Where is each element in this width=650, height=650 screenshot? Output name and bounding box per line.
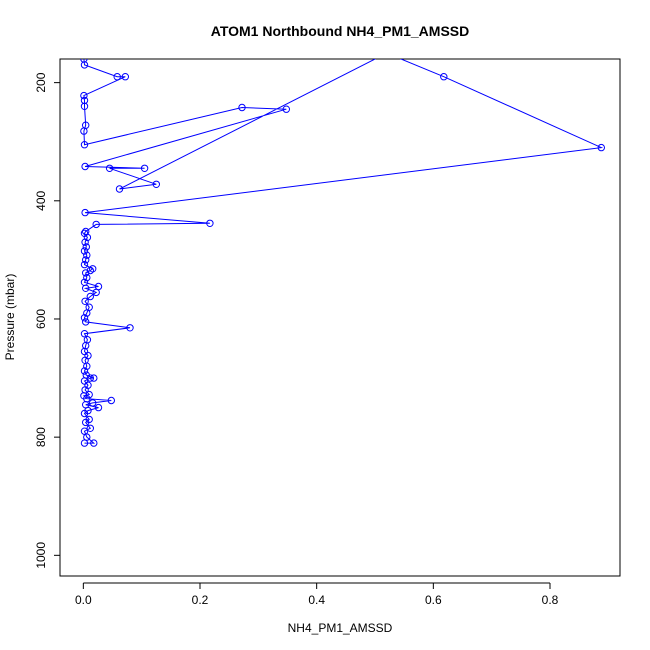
x-tick-label: 0.4 xyxy=(308,593,325,607)
data-point xyxy=(82,227,90,236)
data-point xyxy=(238,103,246,112)
data-point xyxy=(80,91,88,100)
series-line xyxy=(82,59,604,444)
data-point xyxy=(90,439,98,447)
data-point xyxy=(80,278,89,286)
data-point xyxy=(82,318,90,326)
data-point xyxy=(80,96,89,105)
data-point xyxy=(80,141,89,149)
series-group xyxy=(80,50,605,447)
data-point xyxy=(82,243,91,251)
data-point xyxy=(80,229,89,238)
data-point xyxy=(81,297,89,305)
x-tick-label: 0.8 xyxy=(542,593,559,607)
data-point xyxy=(86,292,95,301)
data-point xyxy=(85,303,93,311)
data-point xyxy=(81,162,89,171)
data-point xyxy=(81,208,89,217)
data-point xyxy=(83,273,91,282)
data-point xyxy=(140,164,149,173)
data-point xyxy=(113,73,121,81)
data-point xyxy=(206,219,214,228)
plot-area xyxy=(80,50,605,447)
data-point xyxy=(89,265,97,273)
y-tick-label: 1000 xyxy=(34,542,48,569)
data-point xyxy=(282,105,290,113)
data-point xyxy=(80,247,89,255)
data-point xyxy=(80,314,89,322)
y-tick-label: 400 xyxy=(34,190,48,210)
data-point xyxy=(121,73,130,81)
data-point xyxy=(82,371,91,379)
data-point xyxy=(115,185,124,193)
data-point xyxy=(85,390,93,399)
data-point xyxy=(80,59,88,63)
data-point xyxy=(82,256,90,264)
y-tick-label: 200 xyxy=(34,72,48,92)
data-point xyxy=(384,50,390,56)
plot-frame xyxy=(59,58,621,577)
x-tick-label: 0.2 xyxy=(192,593,209,607)
y-tick-label: 800 xyxy=(34,427,48,447)
data-point xyxy=(105,164,114,173)
x-tick-label: 0.0 xyxy=(75,593,92,607)
data-point xyxy=(81,238,89,246)
y-axis: 200 400 600 800 1000 xyxy=(34,72,61,569)
data-point xyxy=(80,427,89,435)
data-point xyxy=(597,143,605,152)
y-axis-label: Pressure (mbar) xyxy=(3,274,17,361)
data-point xyxy=(80,330,89,338)
x-axis-label: NH4_PM1_AMSSD xyxy=(288,621,393,635)
data-point xyxy=(152,180,161,189)
data-point xyxy=(82,121,90,129)
data-point xyxy=(90,374,98,382)
data-point xyxy=(94,282,103,291)
data-point xyxy=(85,415,93,424)
data-point xyxy=(83,336,92,344)
data-point xyxy=(86,424,95,432)
data-point xyxy=(80,260,89,269)
chart-title: ATOM1 Northbound NH4_PM1_AMSSD xyxy=(211,23,470,39)
data-point xyxy=(440,73,448,81)
data-point xyxy=(107,396,116,405)
y-tick-label: 600 xyxy=(34,309,48,329)
x-axis: 0.0 0.2 0.4 0.6 0.8 xyxy=(75,582,559,607)
data-point xyxy=(80,367,89,375)
data-point xyxy=(83,251,91,259)
data-point xyxy=(82,269,90,277)
data-point xyxy=(126,324,134,332)
data-point xyxy=(92,220,100,229)
x-tick-label: 0.6 xyxy=(425,593,442,607)
data-point xyxy=(94,403,103,412)
data-point xyxy=(89,399,97,407)
